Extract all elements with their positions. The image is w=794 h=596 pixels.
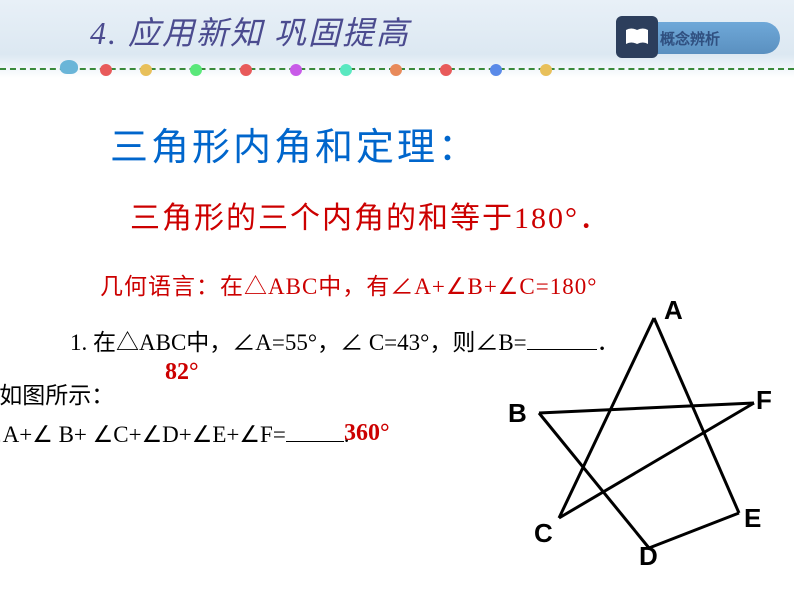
vertex-label-a: A (664, 295, 683, 326)
fruit-icon (100, 64, 112, 76)
vertex-label-c: C (534, 518, 553, 549)
section-title: 4. 应用新知 巩固提高 (90, 8, 410, 54)
vertex-label-e: E (744, 503, 761, 534)
theorem-title: 三角形内角和定理： (110, 116, 764, 171)
fruit-icon (240, 64, 252, 76)
problem-2-before: ∠A+∠ B+ ∠C+∠D+∠E+∠F= (0, 422, 286, 447)
blank-2 (286, 441, 344, 442)
theorem-statement: 三角形的三个内角的和等于180°． (130, 193, 764, 237)
fruit-icon (440, 64, 452, 76)
hexagram-diagram: ABCDEF (494, 303, 774, 563)
content-area: 三角形内角和定理： 三角形的三个内角的和等于180°． 几何语言：在△ABC中，… (0, 78, 794, 406)
fruit-icon (140, 64, 152, 76)
fruit-icon (490, 64, 502, 76)
badge-label: 概念辨析 (660, 28, 720, 49)
vertex-label-b: B (508, 398, 527, 429)
fruit-icon (190, 64, 202, 76)
concept-badge: 概念辨析 (620, 22, 780, 54)
fruit-icon (340, 64, 352, 76)
vertex-label-f: F (756, 385, 772, 416)
fruit-icon (290, 64, 302, 76)
vertex-label-d: D (639, 541, 658, 572)
book-icon (616, 16, 658, 58)
problem-1-text: 1. 在△ABC中，∠A=55°，∠ C=43°，则∠B= (70, 330, 527, 355)
problem-2-label: 2.如图所示： (0, 376, 114, 410)
fruit-icon (540, 64, 552, 76)
fruit-icon (390, 64, 402, 76)
decoration-strip (0, 54, 794, 78)
answer-2: 360° (344, 420, 390, 447)
problem-2-equation: ∠A+∠ B+ ∠C+∠D+∠E+∠F=. (0, 422, 350, 448)
bird-icon (60, 60, 78, 74)
header-bar: 4. 应用新知 巩固提高 概念辨析 (0, 0, 794, 78)
